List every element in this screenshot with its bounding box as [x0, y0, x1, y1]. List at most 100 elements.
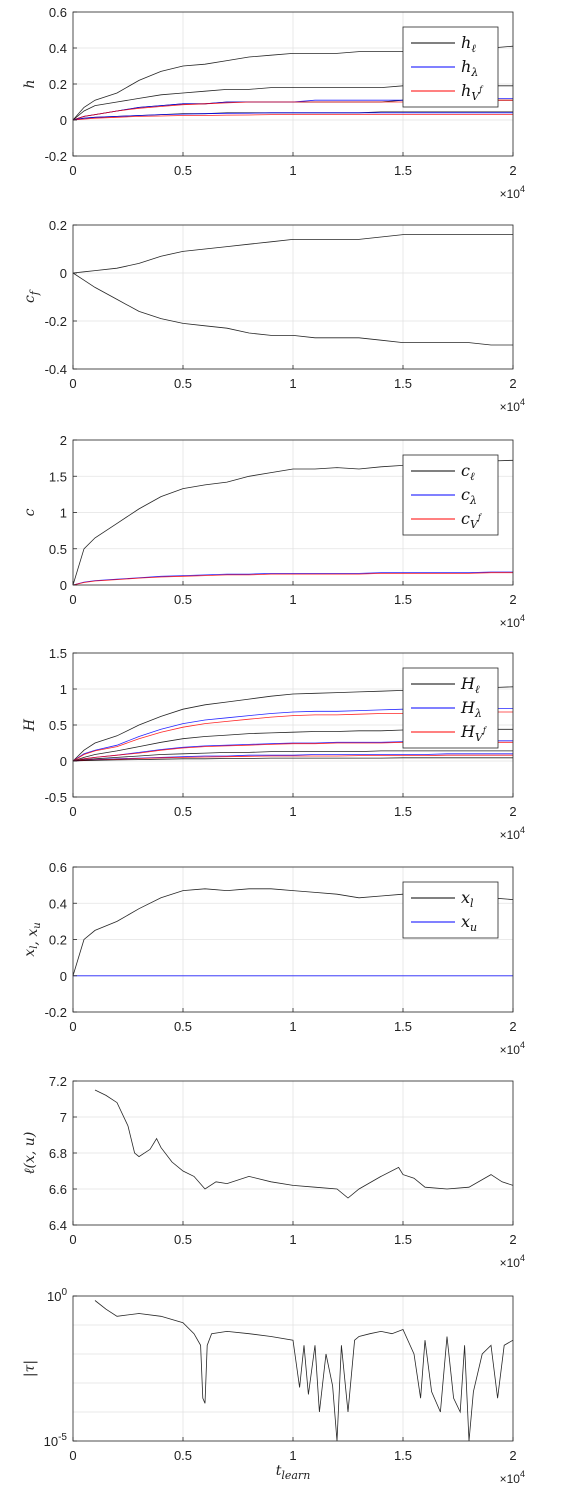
y-tick-label: 7.2	[49, 1074, 67, 1089]
x-multiplier-label: ×104	[500, 397, 525, 414]
y-tick-label: 1.5	[49, 469, 67, 484]
series-line-7	[72, 750, 513, 762]
legend-entry: hℓ	[461, 33, 476, 55]
legend-entry: cℓ	[461, 461, 475, 483]
x-tick-label: 1	[289, 163, 296, 178]
x-tick-label: 2	[509, 1448, 516, 1463]
legend-entry: Hλ	[460, 698, 482, 720]
x-tick-label: 1.5	[394, 163, 412, 178]
chart-panel-2: 0 0.5 1 1.5 2 -0.4 -0.2 0 0.2 ×104 cf	[22, 218, 525, 414]
y-axis-label-group: ℓ(x, u)	[22, 1132, 38, 1175]
x-multiplier-label: ×104	[500, 1040, 525, 1057]
x-tick-label: 0.5	[174, 163, 192, 178]
legend-entry: cλ	[461, 485, 477, 507]
x-multiplier-label: ×104	[500, 613, 525, 630]
series-line-2	[72, 272, 513, 346]
series-group	[72, 234, 513, 346]
y-tick-label: 0.5	[49, 542, 67, 557]
legend-box	[402, 881, 499, 939]
x-tick-label: 1	[289, 1232, 296, 1247]
y-tick-label: 0.5	[49, 718, 67, 733]
y-axis-label: ℓ(x, u)	[22, 1132, 38, 1175]
x-tick-label: 0	[69, 1019, 76, 1034]
legend-entry: cVf	[461, 509, 483, 531]
series-group	[94, 1300, 514, 1442]
y-tick-label: 6.4	[49, 1218, 67, 1233]
series-line-1	[94, 1089, 514, 1199]
chart-panel-6: 0 0.5 1 1.5 2 6.4 6.6 6.8 7 7.2 ×104 ℓ(x, u)	[22, 1074, 525, 1270]
y-axis-label-group: c	[22, 508, 38, 516]
x-tick-label: 0	[69, 376, 76, 391]
y-tick-label: 0	[60, 969, 67, 984]
x-tick-label: 2	[509, 1019, 516, 1034]
y-axis-label: H	[22, 718, 38, 732]
x-tick-label: 1	[289, 592, 296, 607]
y-tick-label: 100	[47, 1287, 67, 1304]
x-multiplier-label: ×104	[500, 825, 525, 842]
y-tick-label: -0.4	[45, 362, 67, 377]
y-tick-label: 0.6	[49, 860, 67, 875]
x-tick-label: 1.5	[394, 592, 412, 607]
x-tick-label: 1	[289, 804, 296, 819]
legend-entry: Hℓ	[460, 674, 480, 696]
y-tick-label: 0.6	[49, 5, 67, 20]
x-tick-label: 1.5	[394, 1448, 412, 1463]
y-axis-label: c	[22, 508, 38, 516]
y-tick-label: 0	[60, 754, 67, 769]
legend-entry: xl	[461, 888, 474, 910]
legend-entry: HVf	[460, 722, 488, 744]
series-line-9	[72, 754, 513, 762]
y-tick-label: 1	[60, 682, 67, 697]
x-tick-label: 0	[69, 592, 76, 607]
legend-entry: hλ	[461, 57, 478, 79]
y-axis-label-group: |τ|	[22, 1360, 38, 1377]
x-tick-label: 2	[509, 163, 516, 178]
y-axis-label: cf	[22, 289, 41, 303]
y-axis-label-group: H	[22, 718, 38, 732]
legend-entry: hVf	[461, 81, 484, 103]
x-tick-label: 2	[509, 1232, 516, 1247]
x-multiplier-label: ×104	[500, 1253, 525, 1270]
x-multiplier-label: ×104	[500, 184, 525, 201]
y-tick-label: 2	[60, 433, 67, 448]
y-tick-label: 1.5	[49, 646, 67, 661]
legend-entry: xu	[461, 912, 477, 934]
y-tick-label: 6.6	[49, 1182, 67, 1197]
x-tick-label: 0	[69, 1448, 76, 1463]
x-tick-label: 1.5	[394, 804, 412, 819]
x-multiplier-label: ×104	[500, 1469, 525, 1486]
x-axis-label: tlearn	[276, 1463, 311, 1482]
x-tick-label: 1.5	[394, 376, 412, 391]
y-axis-label: |τ|	[22, 1360, 38, 1377]
x-tick-label: 0.5	[174, 376, 192, 391]
series-line-3	[72, 572, 513, 586]
x-tick-label: 1	[289, 1019, 296, 1034]
x-tick-label: 1.5	[394, 1019, 412, 1034]
y-tick-label: 0.2	[49, 77, 67, 92]
x-tick-label: 1.5	[394, 1232, 412, 1247]
series-line-1	[94, 1300, 514, 1442]
y-tick-label: 1	[60, 506, 67, 521]
y-tick-label: -0.5	[45, 790, 67, 805]
y-tick-label: -0.2	[45, 1005, 67, 1020]
series-group	[94, 1089, 514, 1199]
chart-panel-7: 0 0.5 1 1.5 2 10-5 100 ×104 |τ| tlearn	[22, 1287, 525, 1486]
y-tick-label: 0	[60, 578, 67, 593]
y-axis-label: xl, xu	[22, 922, 43, 956]
series-line-8	[72, 114, 513, 121]
x-tick-label: 0.5	[174, 1019, 192, 1034]
x-tick-label: 0	[69, 163, 76, 178]
y-tick-label: 6.8	[49, 1146, 67, 1161]
y-tick-label: 0.4	[49, 896, 67, 911]
y-tick-label: -0.2	[45, 149, 67, 164]
x-tick-label: 0.5	[174, 1448, 192, 1463]
y-tick-label: 0.2	[49, 933, 67, 948]
y-axis-label-group: xl, xu	[22, 922, 43, 956]
